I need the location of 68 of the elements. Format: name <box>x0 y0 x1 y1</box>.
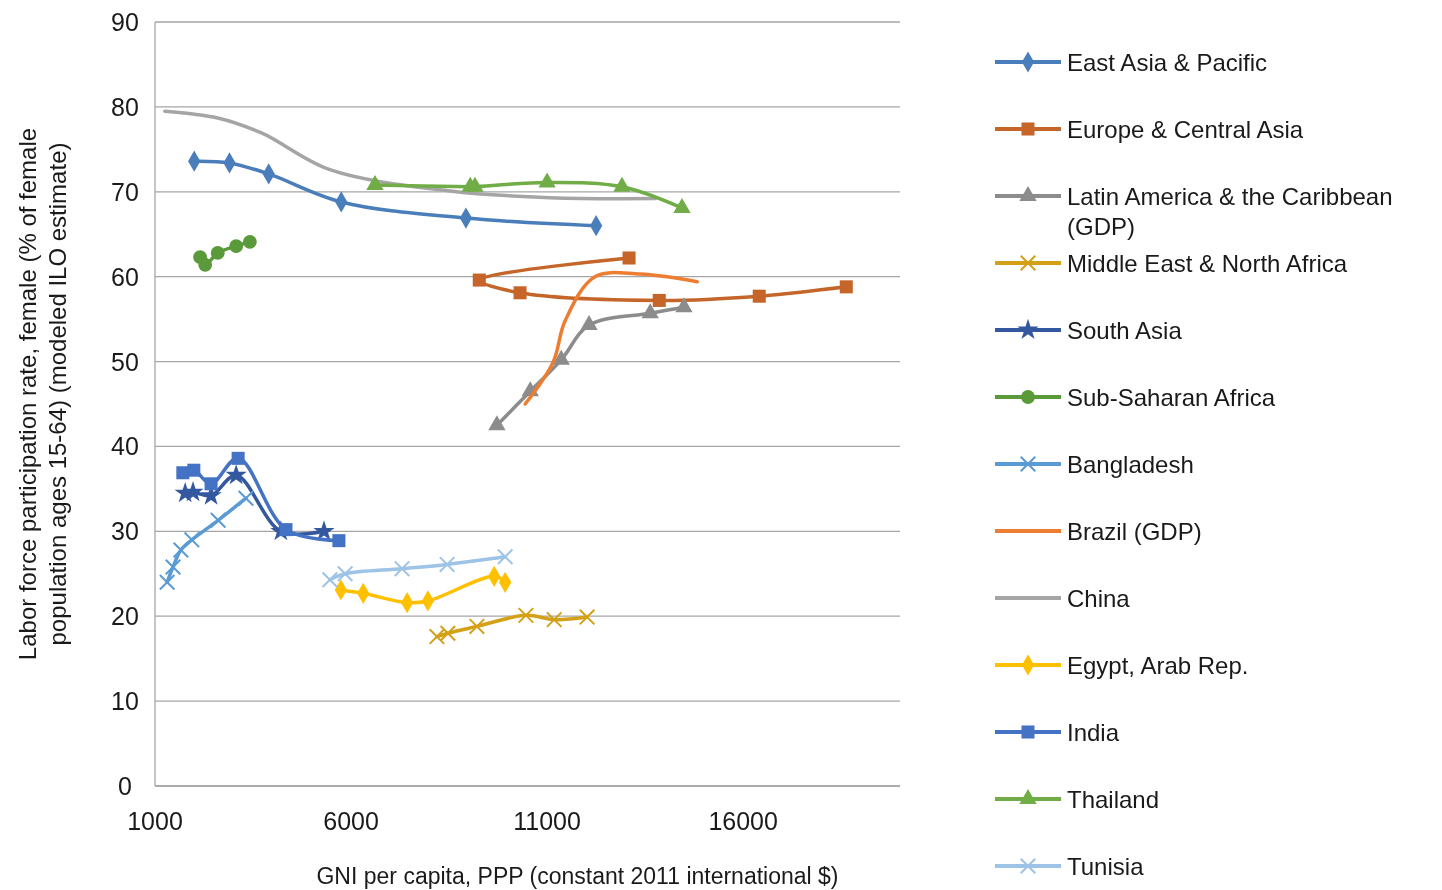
point <box>393 560 411 577</box>
y-tick-label: 40 <box>111 432 139 461</box>
y-tick-label: 10 <box>111 687 139 716</box>
legend-label: Brazil (GDP) <box>1067 517 1202 545</box>
legend-label: Thailand <box>1067 785 1160 813</box>
point <box>313 520 335 541</box>
point <box>183 531 201 549</box>
legend-label: India <box>1067 718 1120 746</box>
point <box>229 239 244 253</box>
point <box>336 565 354 583</box>
point <box>641 303 659 319</box>
y-tick-label: 60 <box>111 262 139 291</box>
point <box>231 451 245 465</box>
point <box>675 297 693 313</box>
point <box>225 464 247 485</box>
legend-label: East Asia & Pacific <box>1067 48 1268 76</box>
point <box>164 558 182 576</box>
point <box>428 628 446 645</box>
legend-label: Bangladesh <box>1067 450 1194 478</box>
y-tick-label: 80 <box>111 92 139 121</box>
point <box>209 512 227 529</box>
point <box>513 286 527 300</box>
point <box>182 481 204 502</box>
point <box>468 618 486 635</box>
legend-label: Europe & Central Asia <box>1067 115 1304 143</box>
point <box>204 477 218 491</box>
x-tick-label: 6000 <box>323 807 379 835</box>
y-tick-label: 70 <box>111 177 139 206</box>
point <box>187 463 201 477</box>
point <box>545 611 563 628</box>
point <box>752 289 766 303</box>
point <box>210 246 225 260</box>
point <box>580 315 598 331</box>
legend-label: South Asia <box>1067 316 1183 344</box>
y-tick-label: 30 <box>111 517 139 546</box>
point <box>198 257 213 272</box>
legend-label: Tunisia <box>1067 852 1145 880</box>
y-axis-title: Labor force participation rate, female (% of female population ages 15-64) (modeled ILO estimate) <box>14 127 71 661</box>
y-tick-label: 50 <box>111 347 139 376</box>
legend-label: Sub-Saharan Africa <box>1067 383 1276 411</box>
point <box>622 251 636 265</box>
y-tick-label: 0 <box>118 772 132 800</box>
point <box>439 624 457 642</box>
point <box>332 534 346 548</box>
x-tick-label: 1000 <box>127 807 183 835</box>
x-axis-title: GNI per capita, PPP (constant 2011 international $) <box>316 863 839 889</box>
point <box>578 608 596 626</box>
point <box>438 556 456 573</box>
point <box>839 280 853 294</box>
point <box>538 172 556 188</box>
x-tick-label: 16000 <box>708 807 778 835</box>
x-tick-label: 11000 <box>513 807 581 835</box>
point <box>472 273 486 287</box>
point <box>172 541 190 559</box>
legend-label: China <box>1067 584 1131 612</box>
legend-label: Latin America & the Caribbean (GDP) <box>1067 182 1393 240</box>
y-tick-label: 20 <box>111 602 139 631</box>
point <box>496 548 514 566</box>
point <box>242 234 257 249</box>
point <box>517 607 535 624</box>
point <box>652 293 666 307</box>
y-tick-label: 90 <box>111 8 139 36</box>
point <box>158 573 176 591</box>
legend-label: Egypt, Arab Rep. <box>1067 651 1249 679</box>
legend-label: Middle East & North Africa <box>1067 249 1348 277</box>
point <box>488 415 506 431</box>
point <box>321 571 339 588</box>
point <box>237 489 255 507</box>
